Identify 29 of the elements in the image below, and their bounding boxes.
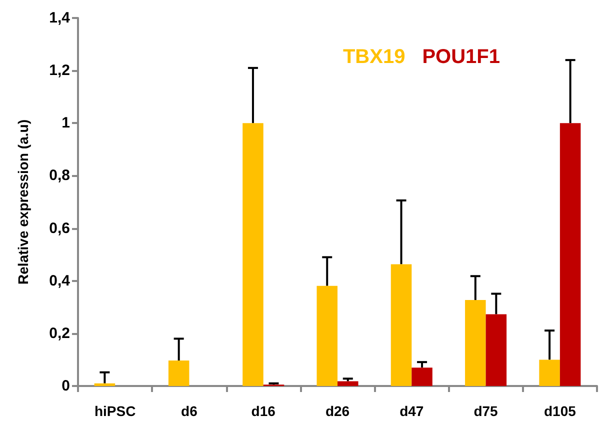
x-tick-label: d105 xyxy=(544,403,576,419)
bar xyxy=(560,123,581,386)
bar xyxy=(316,286,338,386)
y-tick-label: 0,8 xyxy=(49,167,70,184)
x-tick-label: d16 xyxy=(251,403,276,419)
x-tick-label: d47 xyxy=(400,403,424,419)
y-tick-label: 0,2 xyxy=(49,324,70,342)
x-tick-label: d75 xyxy=(474,403,498,419)
bar xyxy=(338,381,358,386)
text: POU1F1 xyxy=(422,46,500,68)
y-tick-label: 0 xyxy=(62,378,70,394)
bar xyxy=(242,123,264,386)
bar xyxy=(412,368,432,386)
y-tick-label: 0,4 xyxy=(49,272,71,290)
bar xyxy=(486,314,507,386)
bar xyxy=(539,360,560,386)
y-tick-label: 1 xyxy=(62,114,70,132)
y-tick-label: 0,6 xyxy=(49,220,70,237)
bar xyxy=(168,360,190,386)
x-tick-label: hiPSC xyxy=(94,403,136,419)
y-tick-label: 1,2 xyxy=(49,62,70,80)
x-tick-label: d6 xyxy=(181,403,198,419)
y-tick-label: 1,4 xyxy=(49,10,71,26)
bar xyxy=(465,300,486,386)
text: TBX19 xyxy=(342,46,406,68)
x-tick-label: d26 xyxy=(325,403,350,419)
bar xyxy=(94,383,116,386)
y-axis-title: Relative expression (a.u) xyxy=(15,120,31,284)
bar xyxy=(390,264,412,386)
